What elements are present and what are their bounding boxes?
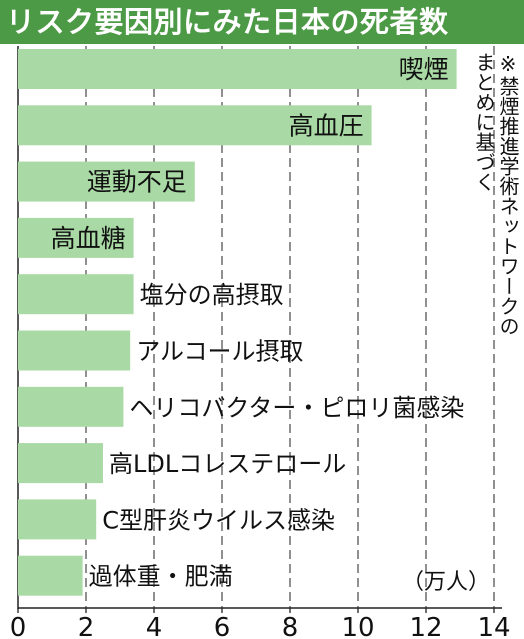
x-tick-label: 6 bbox=[214, 613, 231, 639]
bar-label: 高LDLコレステロール bbox=[109, 450, 346, 478]
x-tick-label: 10 bbox=[341, 613, 374, 639]
bar bbox=[18, 386, 124, 427]
x-tick-label: 8 bbox=[282, 613, 299, 639]
bar-label: アルコール摂取 bbox=[136, 338, 303, 366]
x-tick-label: 0 bbox=[10, 613, 27, 639]
bar-label: 塩分の高摂取 bbox=[140, 281, 284, 309]
bar bbox=[18, 499, 97, 540]
bar bbox=[18, 49, 457, 89]
bar bbox=[18, 443, 103, 484]
x-tick-label: 4 bbox=[146, 613, 163, 639]
bar bbox=[18, 274, 134, 315]
bar-label: 高血圧 bbox=[289, 111, 364, 140]
bar bbox=[18, 555, 83, 596]
bar-label: 喫煙 bbox=[399, 55, 449, 84]
bar bbox=[18, 161, 195, 202]
bar-label: ヘリコバクター・ピロリ菌感染 bbox=[129, 394, 464, 422]
unit-label: （万人） bbox=[402, 570, 490, 595]
x-tick-label: 12 bbox=[409, 613, 442, 639]
bar-label: C型肝炎ウイルス感染 bbox=[102, 506, 335, 534]
x-tick-label: 14 bbox=[477, 613, 510, 639]
bar-label: 過体重・肥満 bbox=[89, 563, 233, 591]
source-note: ※禁煙推進学術ネットワークの まとめに基づく bbox=[472, 52, 520, 336]
bar bbox=[18, 330, 131, 371]
chart-title: リスク要因別にみた日本の死者数 bbox=[6, 5, 449, 39]
bar-label: 運動不足 bbox=[87, 168, 187, 197]
bar bbox=[18, 105, 372, 146]
bar-label: 高血糖 bbox=[51, 224, 126, 253]
x-tick-label: 2 bbox=[78, 613, 95, 639]
bar bbox=[18, 217, 134, 258]
title-band: リスク要因別にみた日本の死者数 bbox=[0, 0, 524, 44]
